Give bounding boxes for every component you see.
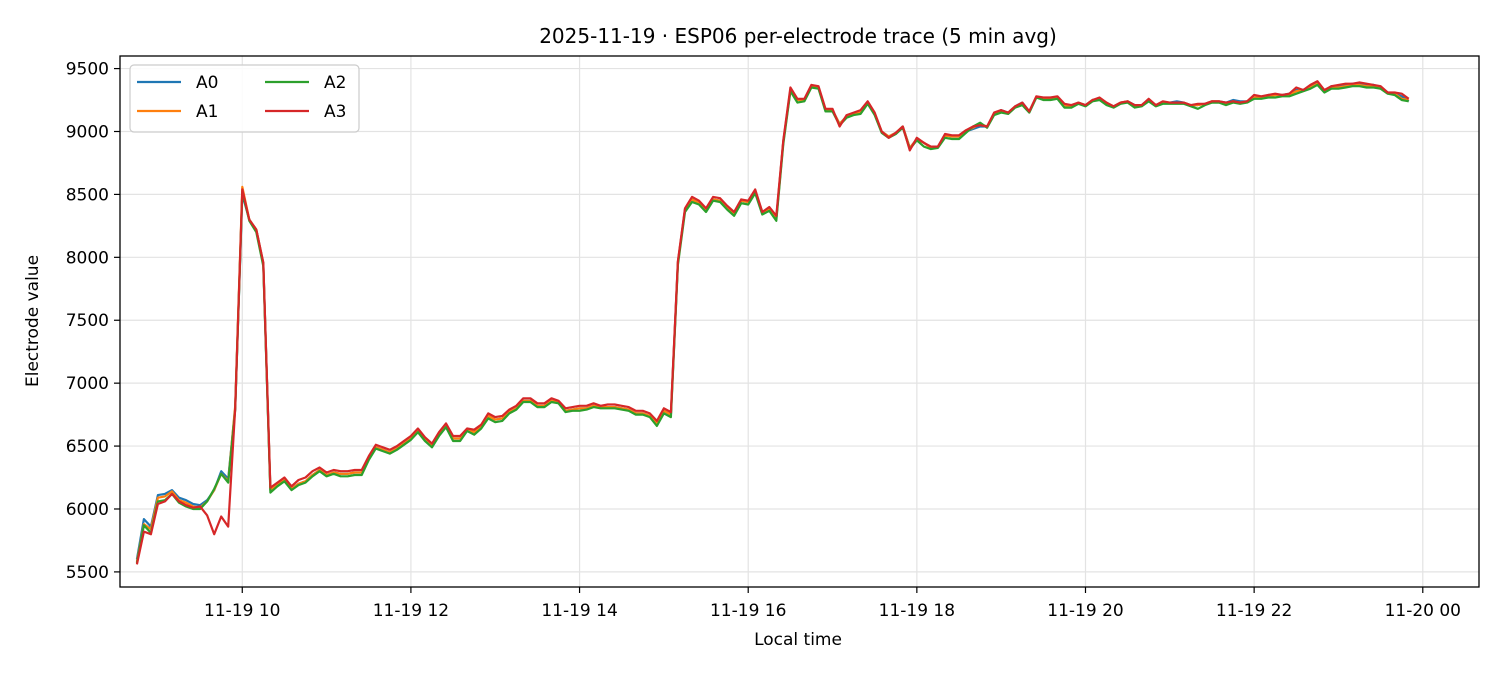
x-tick-label: 11-19 12 xyxy=(373,601,449,621)
x-axis: 11-19 10 11-19 12 11-19 14 11-19 16 11-19 18… xyxy=(204,587,1461,621)
series-line-a0 xyxy=(135,81,1410,560)
x-tick-label: 11-19 10 xyxy=(204,601,280,621)
y-tick-label: 9500 xyxy=(66,60,109,80)
plot-area-frame xyxy=(119,55,1480,588)
chart-title: 2025-11-19 · ESP06 per-electrode trace (… xyxy=(539,24,1057,48)
y-axis: 5500 6000 6500 7000 7500 8000 8500 9000 9500 xyxy=(66,60,120,583)
y-tick-label: 6000 xyxy=(66,500,109,520)
x-tick-label: 11-19 14 xyxy=(541,601,617,621)
y-tick-label: 7000 xyxy=(66,374,109,394)
legend-label-a1: A1 xyxy=(196,102,218,122)
legend-label-a2: A2 xyxy=(324,73,346,93)
x-tick-label: 11-19 16 xyxy=(710,601,786,621)
series-line-a3 xyxy=(135,80,1410,565)
y-tick-label: 6500 xyxy=(66,437,109,457)
y-tick-label: 5500 xyxy=(66,563,109,583)
series-line-a2 xyxy=(135,83,1409,564)
series-line-a1 xyxy=(135,82,1409,563)
x-tick-label: 11-19 20 xyxy=(1047,601,1123,621)
legend-label-a0: A0 xyxy=(196,73,218,93)
legend: A0 A1 A2 A3 xyxy=(129,64,360,133)
x-tick-label: 11-20 00 xyxy=(1385,601,1461,621)
series-lines xyxy=(135,80,1410,565)
y-tick-label: 7500 xyxy=(66,311,109,331)
y-tick-label: 9000 xyxy=(66,122,109,142)
y-tick-label: 8500 xyxy=(66,185,109,205)
x-tick-label: 11-19 18 xyxy=(879,601,955,621)
x-axis-label: Local time xyxy=(754,630,842,650)
grid-lines xyxy=(120,56,1479,587)
y-axis-label: Electrode value xyxy=(23,255,43,387)
x-tick-label: 11-19 22 xyxy=(1216,601,1292,621)
legend-label-a3: A3 xyxy=(324,102,346,122)
y-tick-label: 8000 xyxy=(66,248,109,268)
